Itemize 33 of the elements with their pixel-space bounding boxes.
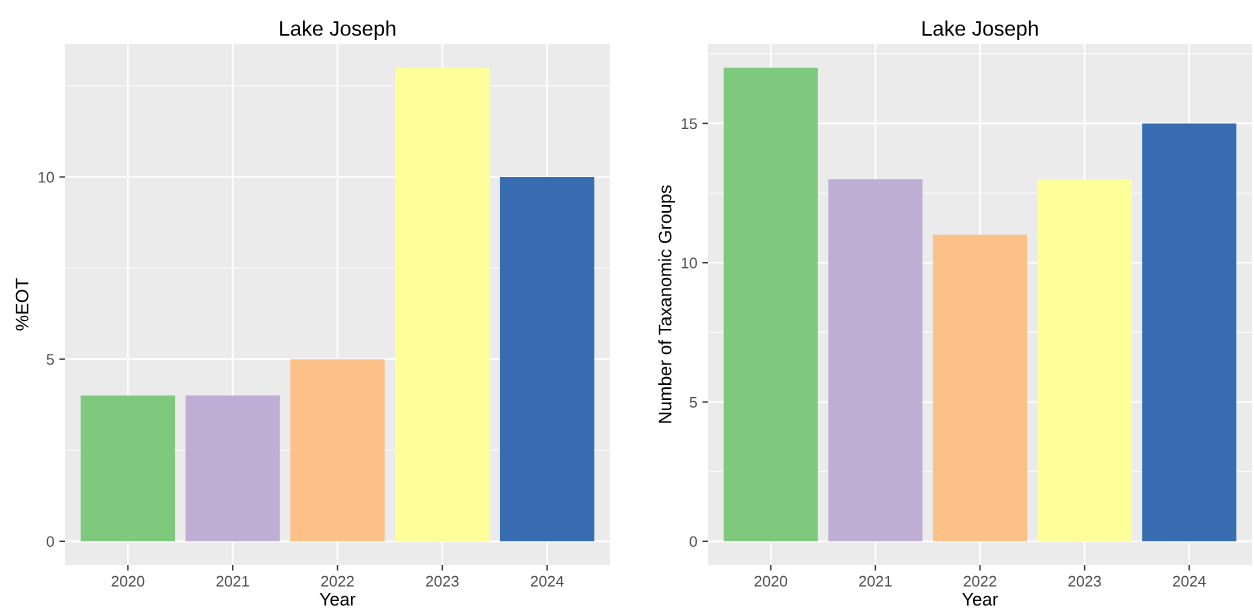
y-tick-label: 0 [46, 536, 54, 547]
x-tick-label: 2021 [859, 575, 892, 587]
y-tick-label: 0 [689, 536, 697, 547]
y-tick-label: 10 [38, 171, 54, 183]
bar [80, 395, 176, 542]
chart-title: Lake Joseph [280, 20, 396, 40]
chart-title: Lake Joseph [922, 20, 1038, 40]
x-tick-label: 2024 [530, 575, 564, 587]
y-tick-label: 10 [681, 257, 697, 269]
x-tick-label: 2022 [321, 575, 354, 587]
bar [932, 234, 1028, 542]
y-tick-label: 5 [46, 354, 54, 365]
bar [1142, 123, 1237, 542]
bar [828, 179, 923, 542]
x-axis-title: Year [319, 593, 356, 606]
y-axis-title: Number of Taxanomic Groups [658, 185, 676, 423]
bar [395, 67, 490, 542]
x-tick-label: 2023 [426, 575, 459, 587]
x-tick-label: 2024 [1173, 575, 1206, 587]
x-tick-label: 2021 [216, 575, 249, 587]
bar [185, 395, 280, 542]
bar [499, 176, 595, 542]
bar [290, 359, 385, 542]
x-tick-label: 2020 [754, 575, 788, 587]
bar [723, 67, 818, 542]
x-tick-label: 2023 [1068, 575, 1101, 587]
y-tick-label: 5 [689, 397, 697, 408]
bar [1037, 179, 1132, 542]
x-tick-label: 2022 [963, 575, 997, 587]
x-axis-title: Year [962, 593, 998, 606]
y-tick-label: 15 [681, 118, 697, 130]
y-axis-title: %EOT [15, 278, 29, 331]
x-tick-label: 2020 [111, 575, 145, 587]
